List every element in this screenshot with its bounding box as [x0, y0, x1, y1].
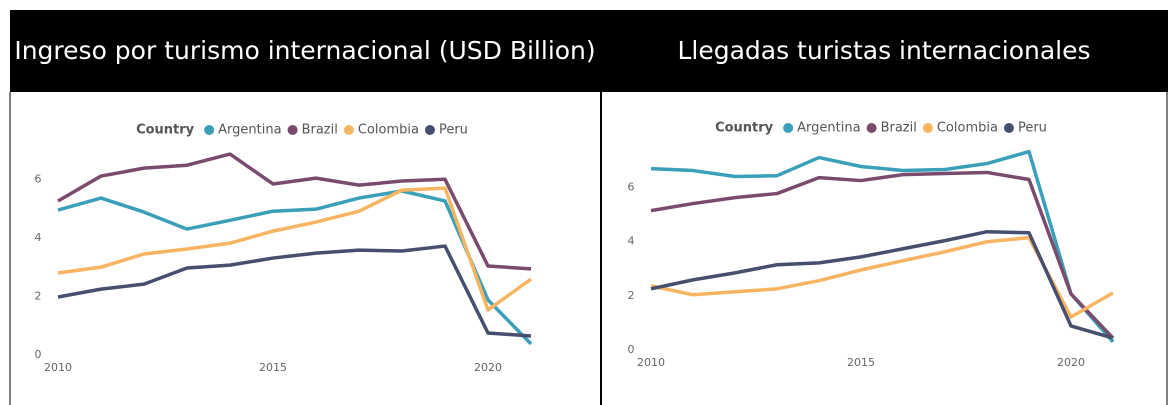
legend-label: Brazil	[881, 121, 917, 136]
legend-title: Country	[715, 121, 774, 136]
legend-label: Peru	[1018, 121, 1047, 136]
y-tick-label: 2	[628, 289, 635, 302]
y-tick-label: 6	[35, 172, 42, 185]
x-tick-label: 2010	[637, 356, 665, 369]
legend-label: Brazil	[302, 123, 338, 138]
series-line	[650, 235, 1114, 319]
x-tick-label: 2015	[847, 356, 875, 369]
chart-title: Ingreso por turismo internacional (USD B…	[14, 36, 595, 65]
legend-label: Peru	[439, 123, 468, 138]
legend-label: Argentina	[218, 123, 281, 138]
legend-label: Argentina	[797, 121, 860, 136]
legend-title: Country	[136, 123, 195, 138]
legend-marker	[1003, 123, 1014, 133]
series-line	[57, 186, 533, 312]
series-line	[57, 152, 532, 271]
x-tick-label: 2015	[259, 361, 287, 374]
legend-marker	[424, 125, 435, 135]
y-tick-label: 4	[35, 231, 42, 244]
legend-marker	[204, 125, 215, 135]
legend-marker	[922, 123, 933, 133]
y-tick-label: 0	[35, 348, 42, 361]
y-tick-label: 0	[628, 343, 635, 356]
legend-marker	[287, 125, 298, 135]
legend-marker	[783, 123, 794, 133]
x-tick-label: 2010	[44, 361, 72, 374]
y-tick-label: 6	[628, 181, 635, 194]
series-line	[57, 189, 533, 346]
series-line	[650, 229, 1114, 340]
legend-label: Colombia	[937, 121, 998, 136]
y-tick-label: 4	[628, 235, 635, 248]
header-bar	[10, 10, 1168, 92]
y-tick-label: 2	[35, 289, 42, 302]
x-tick-label: 2020	[474, 361, 502, 374]
legend-label: Colombia	[358, 123, 419, 138]
series-line	[650, 170, 1115, 340]
series-line	[650, 149, 1115, 344]
legend-marker	[866, 123, 877, 133]
series-line	[57, 244, 532, 338]
legend-marker	[343, 125, 354, 135]
x-tick-label: 2020	[1057, 356, 1085, 369]
chart-title: Llegadas turistas internacionales	[677, 36, 1090, 65]
